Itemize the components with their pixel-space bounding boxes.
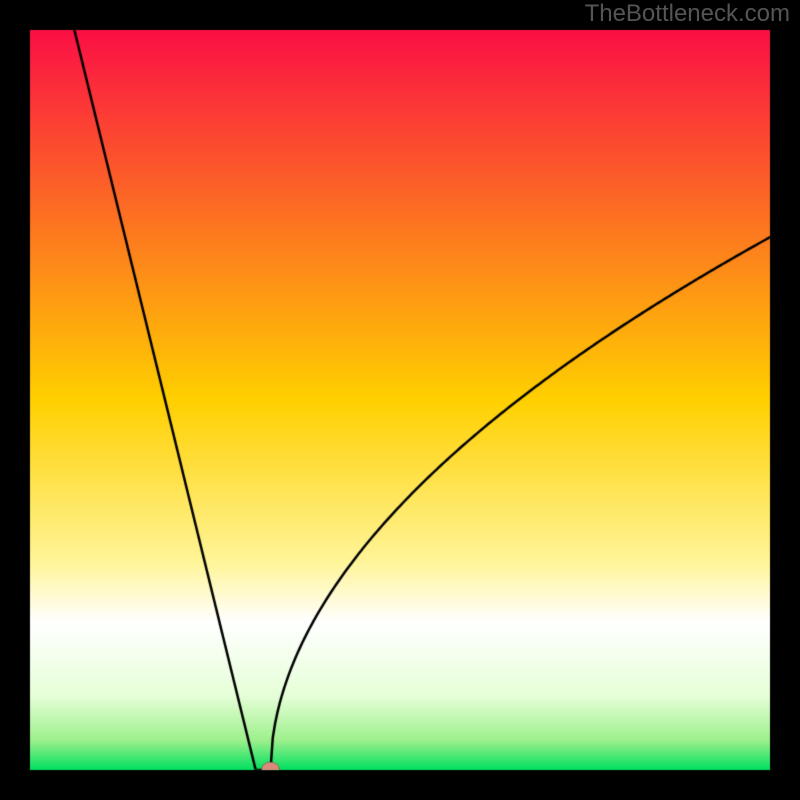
chart-curve-layer (0, 0, 800, 800)
chart-root: TheBottleneck.com (0, 0, 800, 800)
